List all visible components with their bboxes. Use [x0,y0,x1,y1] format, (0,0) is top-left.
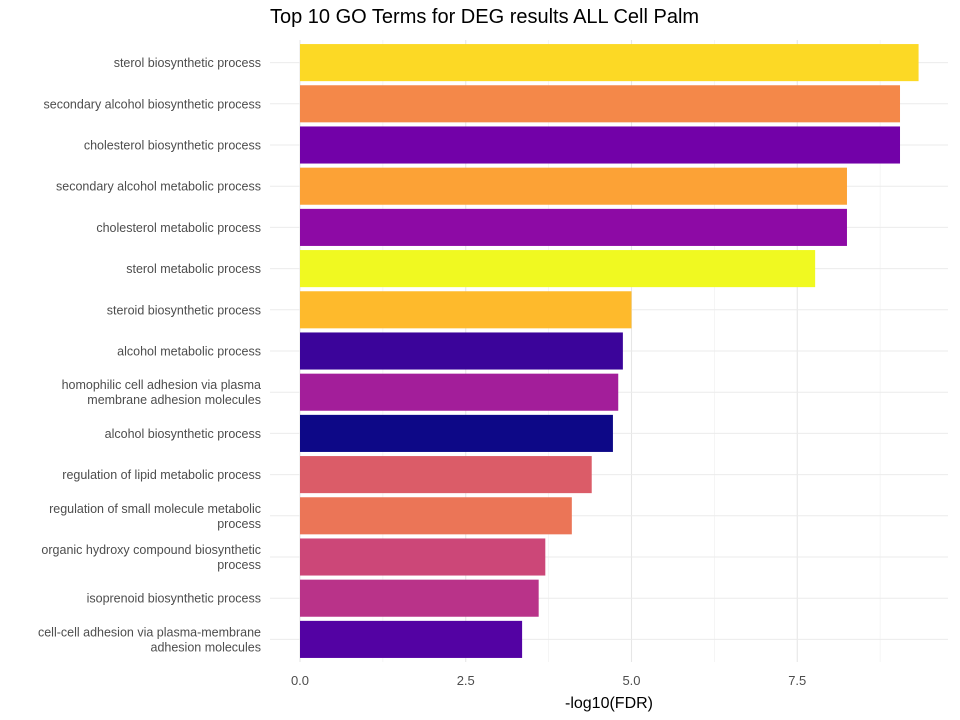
y-tick-label: secondary alcohol metabolic process [56,180,261,194]
y-tick-label-line: cholesterol metabolic process [96,221,261,235]
y-tick-labels: sterol biosynthetic process secondary alc… [38,56,261,654]
y-tick-label-line: homophilic cell adhesion via plasma [62,378,261,392]
bar [300,250,816,288]
y-tick-label: regulation of lipid metabolic process [62,468,261,482]
y-tick-label: sterol biosynthetic process [114,56,261,70]
y-tick-label-line: organic hydroxy compound biosynthetic [41,543,261,557]
y-tick-label: regulation of small molecule metabolic pr… [49,502,261,531]
x-axis-label: -log10(FDR) [565,695,653,712]
bar [300,497,572,535]
y-tick-label: isoprenoid biosynthetic process [87,592,261,606]
bar [300,44,919,82]
y-tick-label-line: process [217,558,261,572]
y-tick-label: steroid biosynthetic process [107,303,261,317]
x-tick-labels: 0.0 2.5 5.0 7.5 [291,673,806,688]
y-tick-label: alcohol metabolic process [117,345,261,359]
y-tick-label-line: process [217,517,261,531]
x-tick-label: 5.0 [622,673,640,688]
bar [300,167,847,205]
x-tick-label: 7.5 [788,673,806,688]
y-tick-label-line: alcohol metabolic process [117,345,261,359]
y-tick-label-line: secondary alcohol biosynthetic process [44,97,261,111]
y-tick-label-line: sterol metabolic process [126,262,261,276]
x-tick-label: 0.0 [291,673,309,688]
y-tick-label-line: regulation of small molecule metabolic [49,502,261,516]
y-tick-label-line: membrane adhesion molecules [87,393,261,407]
chart-title: Top 10 GO Terms for DEG results ALL Cell… [270,6,700,28]
y-tick-label: alcohol biosynthetic process [105,427,261,441]
y-tick-label: sterol metabolic process [126,262,261,276]
y-tick-label: organic hydroxy compound biosynthetic pro… [41,543,261,572]
bar [300,291,632,329]
y-tick-label-line: isoprenoid biosynthetic process [87,592,261,606]
y-tick-label-line: cholesterol biosynthetic process [84,139,261,153]
y-tick-label-line: secondary alcohol metabolic process [56,180,261,194]
bar [300,414,613,452]
y-tick-label-line: regulation of lipid metabolic process [62,468,261,482]
y-tick-label-line: steroid biosynthetic process [107,303,261,317]
bar [300,126,901,164]
y-tick-label: cholesterol metabolic process [96,221,261,235]
y-tick-label: cell-cell adhesion via plasma-membrane ad… [38,625,261,654]
bar [300,332,623,370]
y-tick-label: cholesterol biosynthetic process [84,139,261,153]
bar [300,579,539,617]
x-tick-label: 2.5 [457,673,475,688]
y-tick-label: homophilic cell adhesion via plasma membr… [62,378,261,407]
bar [300,538,546,576]
bar [300,373,619,411]
bars [300,44,919,658]
y-tick-label-line: cell-cell adhesion via plasma-membrane [38,625,261,639]
bar [300,208,847,246]
bar [300,85,901,123]
y-tick-label-line: adhesion molecules [151,640,262,654]
y-tick-label-line: sterol biosynthetic process [114,56,261,70]
bar [300,620,523,658]
y-tick-label: secondary alcohol biosynthetic process [44,97,261,111]
bar [300,456,592,494]
y-tick-label-line: alcohol biosynthetic process [105,427,261,441]
